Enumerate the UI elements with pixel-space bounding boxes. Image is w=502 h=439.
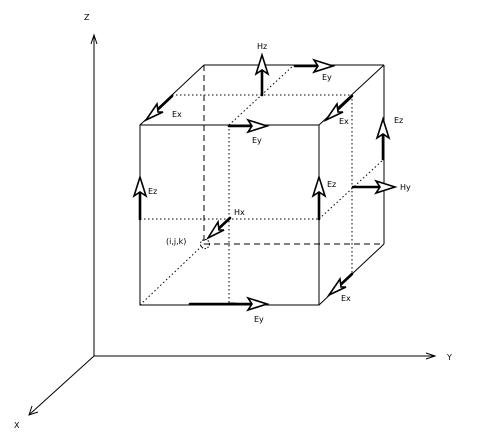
- ez-left-front-label: Ez: [148, 187, 157, 196]
- ey-bottom-front-label: Ey: [254, 315, 264, 324]
- ey-top-front-label: Ey: [252, 136, 262, 145]
- ey-top-back-label: Ey: [322, 73, 332, 82]
- hy-label: Hy: [400, 183, 411, 192]
- coordinate-axes: Z Y X: [14, 13, 452, 430]
- x-axis: [29, 355, 95, 415]
- y-axis-label: Y: [446, 353, 452, 362]
- field-vectors: Hz Ey Ex Ex Ey Ez: [132, 42, 411, 324]
- ey-top-back-vector: [293, 58, 336, 74]
- hy-vector: [351, 179, 398, 195]
- z-axis-label: Z: [84, 13, 90, 22]
- origin-node-circle: [200, 239, 210, 249]
- ez-right-front-vector: [311, 174, 327, 221]
- ey-top-front-vector: [227, 118, 270, 134]
- x-axis-arrowhead: [28, 405, 39, 416]
- ex-top-right-label: Ex: [339, 117, 349, 126]
- origin-label: (i,j,k): [166, 237, 186, 246]
- ex-bottom-right-vector: [326, 272, 354, 297]
- z-axis-arrowhead: [90, 33, 98, 45]
- ex-top-left-label: Ex: [172, 110, 182, 119]
- ex-top-left-vector: [143, 94, 174, 122]
- hz-vector: [254, 52, 270, 97]
- hx-vector: [205, 216, 232, 240]
- mid-right-diagonal: [318, 158, 385, 220]
- hx-label: Hx: [234, 208, 245, 217]
- ex-top-right-vector: [323, 94, 354, 122]
- ex-bottom-right-label: Ex: [341, 294, 351, 303]
- y-axis-arrowhead: [425, 352, 437, 360]
- origin-marker: (i,j,k): [166, 237, 210, 249]
- hz-label: Hz: [257, 42, 267, 51]
- ey-bottom-front-vector-drawn: [227, 296, 270, 312]
- ez-left-front-vector: [132, 174, 148, 221]
- x-axis-label: X: [14, 421, 20, 430]
- ez-right-back-label: Ez: [394, 116, 403, 125]
- ez-right-front-label: Ez: [327, 180, 336, 189]
- mid-bottom-diagonal: [139, 243, 205, 306]
- ez-right-back-vector: [375, 116, 391, 161]
